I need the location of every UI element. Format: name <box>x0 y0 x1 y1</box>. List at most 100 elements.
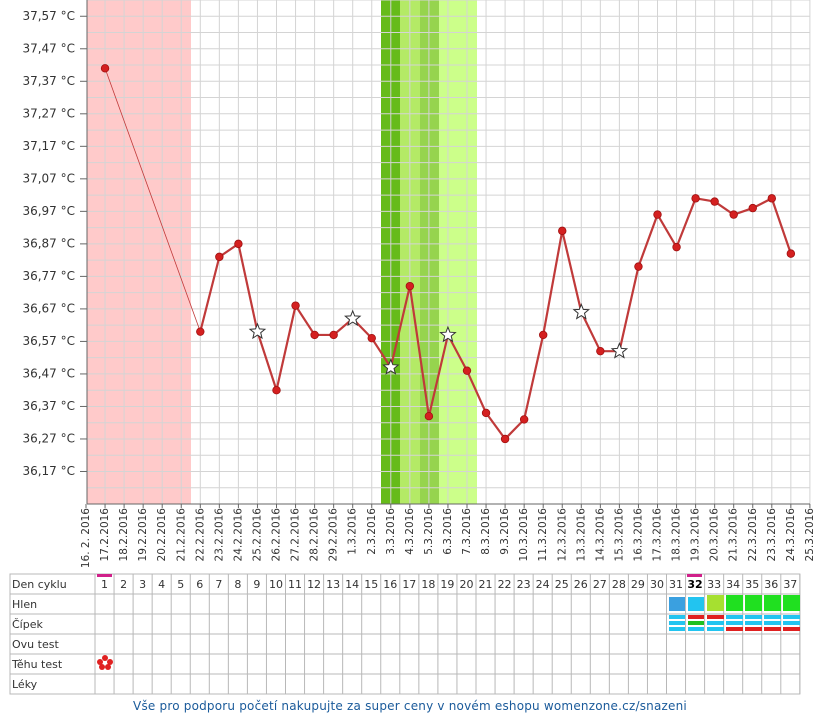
chart: Den cyklu Hlen Čípek Ovu test Těhu test Léky 1… <box>9 0 816 695</box>
cycle-day: 29 <box>631 578 645 591</box>
cycle-day: 30 <box>650 578 664 591</box>
cycle-day: 9 <box>253 578 260 591</box>
row-label: Těhu test <box>11 658 63 671</box>
y-tick-label: 37,27 °C <box>22 106 75 120</box>
y-tick-label: 37,07 °C <box>22 171 75 185</box>
x-tick-label: 12.3.2016 <box>556 508 568 562</box>
x-tick-label: 18.3.2016 <box>671 508 683 562</box>
period-band <box>87 0 191 504</box>
x-tick-label: 14.3.2016 <box>594 508 606 562</box>
point <box>462 366 472 375</box>
x-tick-label: 20.3.2016 <box>709 508 721 562</box>
cycle-day: 22 <box>498 578 512 591</box>
x-tick-label: 24.3.2016 <box>785 508 797 562</box>
shop-link[interactable]: Vše pro podporu početí nakupujte za supe… <box>133 699 687 713</box>
cycle-day: 17 <box>402 578 416 591</box>
point <box>558 226 567 236</box>
point <box>310 330 319 340</box>
pregnancy-test-icon <box>97 655 113 670</box>
cycle-day: 24 <box>536 578 550 591</box>
x-tick-label: 19.3.2016 <box>690 508 702 562</box>
y-tick-label: 36,47 °C <box>22 366 75 380</box>
point <box>234 239 243 249</box>
star-point <box>344 309 362 327</box>
cycle-day: 20 <box>459 578 473 591</box>
point <box>596 346 605 356</box>
cycle-day: 14 <box>345 578 359 591</box>
cycle-day: 27 <box>593 578 607 591</box>
row-label: Čípek <box>12 618 43 631</box>
x-tick-label: 19.2.2016 <box>137 508 149 562</box>
point <box>329 330 338 340</box>
x-tick-label: 7.3.2016 <box>461 508 473 555</box>
x-tick-label: 6.3.2016 <box>442 508 454 555</box>
day-marker <box>97 574 112 577</box>
y-tick-label: 37,37 °C <box>22 74 75 88</box>
y-tick-label: 36,77 °C <box>22 269 75 283</box>
y-tick-label: 36,67 °C <box>22 301 75 315</box>
point <box>196 327 205 336</box>
x-tick-label: 16.3.2016 <box>632 508 644 562</box>
mucus-icons <box>669 595 800 611</box>
x-tick-label: 27.2.2016 <box>290 508 302 562</box>
cervix-icons <box>669 615 800 631</box>
cycle-day: 15 <box>364 578 378 591</box>
cycle-day: 8 <box>234 578 241 591</box>
x-tick-label: 8.3.2016 <box>480 508 492 555</box>
cycle-day: 19 <box>440 578 454 591</box>
cycle-day: 10 <box>269 578 283 591</box>
x-tick-label: 22.3.2016 <box>747 508 759 562</box>
cycle-day: 35 <box>745 578 759 591</box>
y-tick-label: 36,97 °C <box>22 204 75 218</box>
point <box>634 262 643 271</box>
x-tick-label: 1.3.2016 <box>347 508 359 555</box>
point <box>405 281 415 291</box>
x-tick-label: 17.2.2016 <box>99 508 111 562</box>
x-tick-label: 10.3.2016 <box>518 508 530 562</box>
cycle-day: 23 <box>517 578 531 591</box>
cycle-day: 18 <box>421 578 435 591</box>
cycle-day: 2 <box>120 578 127 591</box>
cycle-day: 36 <box>764 578 778 591</box>
row-label: Ovu test <box>12 638 59 651</box>
day-marker <box>687 574 702 577</box>
x-tick-label: 29.2.2016 <box>328 508 340 562</box>
point <box>691 194 700 203</box>
cycle-day: 12 <box>307 578 321 591</box>
row-label: Den cyklu <box>12 578 67 591</box>
x-tick-label: 5.3.2016 <box>423 508 435 555</box>
x-tick-label: 26.2.2016 <box>271 508 283 562</box>
table-row <box>9 633 801 655</box>
cycle-day: 25 <box>555 578 569 591</box>
x-tick-label: 17.3.2016 <box>652 508 664 562</box>
x-tick-label: 21.2.2016 <box>175 508 187 562</box>
cycle-day: 6 <box>196 578 203 591</box>
cycle-day: 4 <box>158 578 165 591</box>
y-tick-label: 36,17 °C <box>22 464 75 478</box>
x-tick-label: 4.3.2016 <box>404 508 416 555</box>
x-tick-label: 11.3.2016 <box>537 508 549 562</box>
x-tick-label: 25.2.2016 <box>251 508 263 562</box>
fertile-band <box>439 0 477 504</box>
cycle-day: 34 <box>726 578 740 591</box>
x-tick-label: 16. 2. 2016 <box>80 508 92 568</box>
temperature-line <box>199 196 792 441</box>
point <box>215 252 224 262</box>
star-point <box>439 325 457 343</box>
point <box>786 249 796 258</box>
x-tick-label: 2.3.2016 <box>366 508 378 555</box>
point <box>767 194 776 203</box>
table-row <box>9 653 801 675</box>
x-tick-label: 28.2.2016 <box>309 508 321 562</box>
point <box>729 210 738 219</box>
point <box>367 333 376 343</box>
x-tick-label: 24.2.2016 <box>232 508 244 562</box>
point <box>672 242 681 252</box>
point <box>272 385 281 395</box>
x-tick-label: 25.3.2016 <box>804 508 816 562</box>
point <box>710 197 719 206</box>
y-tick-label: 37,17 °C <box>22 139 75 153</box>
y-tick-label: 37,47 °C <box>22 41 75 55</box>
cycle-day: 3 <box>139 578 146 591</box>
cycle-day: 32 <box>687 578 702 591</box>
